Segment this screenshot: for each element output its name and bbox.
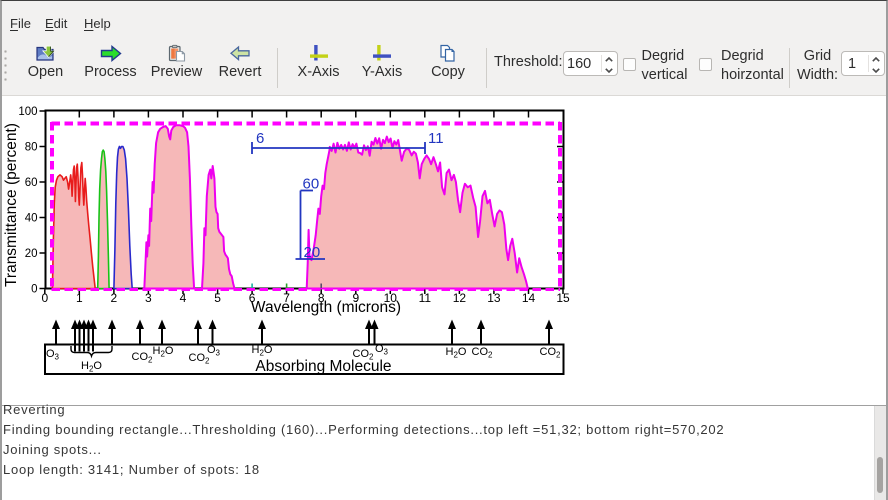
svg-text:20: 20 <box>304 244 321 261</box>
svg-text:60: 60 <box>303 176 320 193</box>
svg-text:0: 0 <box>41 291 48 305</box>
svg-text:CO2: CO2 <box>353 348 375 362</box>
svg-text:1: 1 <box>76 291 83 305</box>
svg-text:60: 60 <box>25 177 38 189</box>
svg-text:7: 7 <box>283 291 290 305</box>
svg-text:10: 10 <box>384 291 398 305</box>
svg-text:2: 2 <box>111 291 118 305</box>
svg-text:5: 5 <box>214 291 221 305</box>
svg-text:80: 80 <box>25 142 38 154</box>
svg-text:H2O: H2O <box>252 344 273 358</box>
svg-text:6: 6 <box>256 130 264 147</box>
svg-text:H2O: H2O <box>81 360 102 374</box>
svg-text:H2O: H2O <box>153 345 174 359</box>
svg-text:40: 40 <box>25 213 38 225</box>
svg-text:3: 3 <box>145 291 152 305</box>
svg-text:Absorbing Molecule: Absorbing Molecule <box>255 358 391 375</box>
svg-text:12: 12 <box>453 291 467 305</box>
svg-text:0: 0 <box>31 284 37 296</box>
svg-text:8: 8 <box>318 291 325 305</box>
svg-text:CO2: CO2 <box>132 351 154 365</box>
svg-text:Wavelength (microns): Wavelength (microns) <box>251 299 401 316</box>
svg-text:14: 14 <box>522 291 536 305</box>
svg-text:Transmittance (percent): Transmittance (percent) <box>3 123 20 287</box>
svg-text:15: 15 <box>556 291 570 305</box>
svg-text:4: 4 <box>180 291 187 305</box>
svg-text:6: 6 <box>249 291 256 305</box>
svg-text:CO2: CO2 <box>540 346 562 360</box>
svg-text:100: 100 <box>18 106 37 118</box>
svg-text:20: 20 <box>25 248 38 260</box>
svg-text:CO2: CO2 <box>472 346 494 360</box>
svg-text:H2O: H2O <box>446 346 467 360</box>
svg-text:11: 11 <box>419 291 432 305</box>
svg-text:9: 9 <box>352 291 359 305</box>
svg-text:13: 13 <box>487 291 501 305</box>
svg-text:CO2: CO2 <box>189 352 211 366</box>
svg-text:11: 11 <box>428 130 444 147</box>
